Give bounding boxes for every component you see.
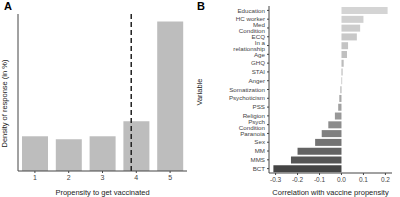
svg-text:Paranoia: Paranoia bbox=[240, 130, 265, 137]
svg-text:MM: MM bbox=[255, 147, 265, 154]
svg-text:1: 1 bbox=[33, 174, 37, 181]
svg-text:4: 4 bbox=[134, 174, 138, 181]
svg-text:-0.1: -0.1 bbox=[314, 176, 326, 183]
svg-text:-0.3: -0.3 bbox=[270, 176, 282, 183]
svg-text:MMS: MMS bbox=[251, 156, 265, 163]
svg-text:Density of response (in %): Density of response (in %) bbox=[8, 59, 9, 147]
svg-text:0.2: 0.2 bbox=[381, 176, 390, 183]
svg-text:Propensity to get vaccinated: Propensity to get vaccinated bbox=[55, 188, 149, 197]
svg-text:Sex: Sex bbox=[254, 138, 266, 145]
svg-text:Psychoticism: Psychoticism bbox=[229, 94, 265, 101]
svg-text:0.0: 0.0 bbox=[337, 176, 346, 183]
svg-text:5: 5 bbox=[168, 174, 172, 181]
svg-text:Variable: Variable bbox=[195, 79, 204, 106]
svg-text:Correlation with vaccine prope: Correlation with vaccine propensity bbox=[272, 188, 389, 197]
svg-text:Somatization: Somatization bbox=[229, 86, 265, 93]
svg-text:2: 2 bbox=[67, 174, 71, 181]
svg-text:-0.2: -0.2 bbox=[292, 176, 304, 183]
svg-text:Anger: Anger bbox=[248, 77, 265, 84]
svg-text:Age: Age bbox=[254, 51, 266, 58]
svg-text:0.1: 0.1 bbox=[359, 176, 368, 183]
svg-text:Education: Education bbox=[237, 7, 265, 14]
svg-text:3: 3 bbox=[101, 174, 105, 181]
svg-text:STAI: STAI bbox=[252, 68, 266, 75]
svg-text:GHQ: GHQ bbox=[251, 59, 265, 66]
svg-text:PSS: PSS bbox=[253, 103, 265, 110]
svg-text:BCT: BCT bbox=[253, 165, 266, 172]
